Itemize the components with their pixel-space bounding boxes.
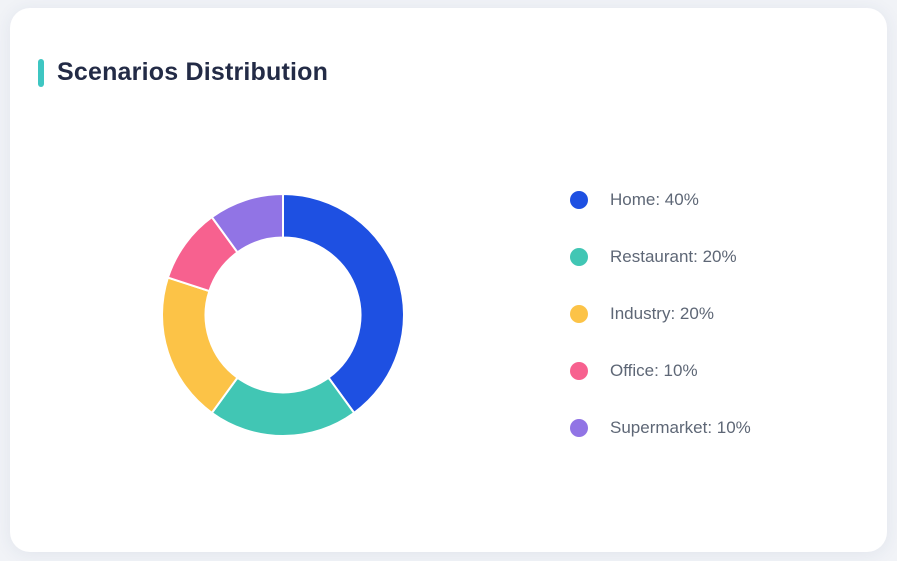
page-title: Scenarios Distribution	[57, 58, 329, 86]
legend-label: Restaurant: 20%	[610, 247, 737, 266]
legend-item-industry[interactable]: Industry: 20%	[570, 304, 751, 323]
chart-legend: Home: 40% Restaurant: 20% Industry: 20% Off…	[570, 190, 751, 476]
donut-segment-industry[interactable]	[161, 276, 239, 415]
legend-label: Home: 40%	[610, 190, 699, 209]
legend-item-supermarket[interactable]: Supermarket: 10%	[570, 418, 751, 437]
donut-segment-restaurant[interactable]	[210, 376, 356, 437]
legend-dot-supermarket	[570, 419, 588, 437]
legend-item-office[interactable]: Office: 10%	[570, 361, 751, 380]
legend-label: Industry: 20%	[610, 304, 714, 323]
legend-dot-office	[570, 362, 588, 380]
legend-label: Office: 10%	[610, 361, 698, 380]
card-header: Scenarios Distribution	[38, 58, 328, 87]
legend-item-home[interactable]: Home: 40%	[570, 190, 751, 209]
title-accent-bar	[38, 58, 44, 87]
donut-chart	[161, 192, 405, 437]
legend-label: Supermarket: 10%	[610, 418, 751, 437]
donut-segment-home[interactable]	[282, 192, 405, 415]
legend-dot-restaurant	[570, 248, 588, 266]
donut-segment-supermarket[interactable]	[210, 192, 284, 254]
legend-item-restaurant[interactable]: Restaurant: 20%	[570, 247, 751, 266]
legend-dot-industry	[570, 305, 588, 323]
legend-dot-home	[570, 191, 588, 209]
scenarios-distribution-card: Scenarios Distribution Home: 40% Restaura…	[10, 8, 887, 552]
